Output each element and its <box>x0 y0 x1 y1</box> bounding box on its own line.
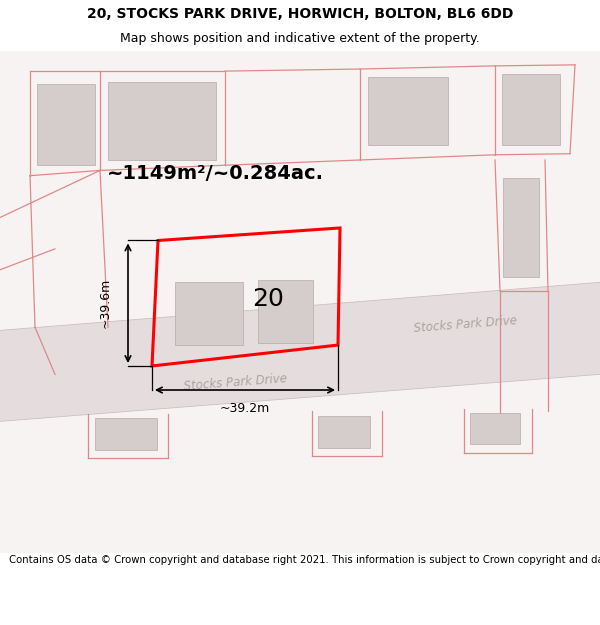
Text: Stocks Park Drive: Stocks Park Drive <box>183 372 287 393</box>
Text: 20, STOCKS PARK DRIVE, HORWICH, BOLTON, BL6 6DD: 20, STOCKS PARK DRIVE, HORWICH, BOLTON, … <box>87 8 513 21</box>
Bar <box>470 413 520 444</box>
Text: 20: 20 <box>252 287 284 311</box>
Bar <box>258 280 313 343</box>
Bar <box>108 82 216 160</box>
Bar <box>95 418 157 449</box>
Bar <box>503 177 539 277</box>
Bar <box>37 84 95 165</box>
Text: ~39.6m: ~39.6m <box>98 278 112 328</box>
Bar <box>502 74 560 146</box>
Bar <box>368 78 448 146</box>
Bar <box>175 282 243 345</box>
Polygon shape <box>0 282 600 421</box>
Text: Stocks Park Drive: Stocks Park Drive <box>413 314 517 334</box>
Bar <box>318 416 370 447</box>
Text: Contains OS data © Crown copyright and database right 2021. This information is : Contains OS data © Crown copyright and d… <box>9 555 600 565</box>
Text: Map shows position and indicative extent of the property.: Map shows position and indicative extent… <box>120 32 480 45</box>
Text: ~1149m²/~0.284ac.: ~1149m²/~0.284ac. <box>107 164 323 183</box>
Text: ~39.2m: ~39.2m <box>220 402 270 416</box>
